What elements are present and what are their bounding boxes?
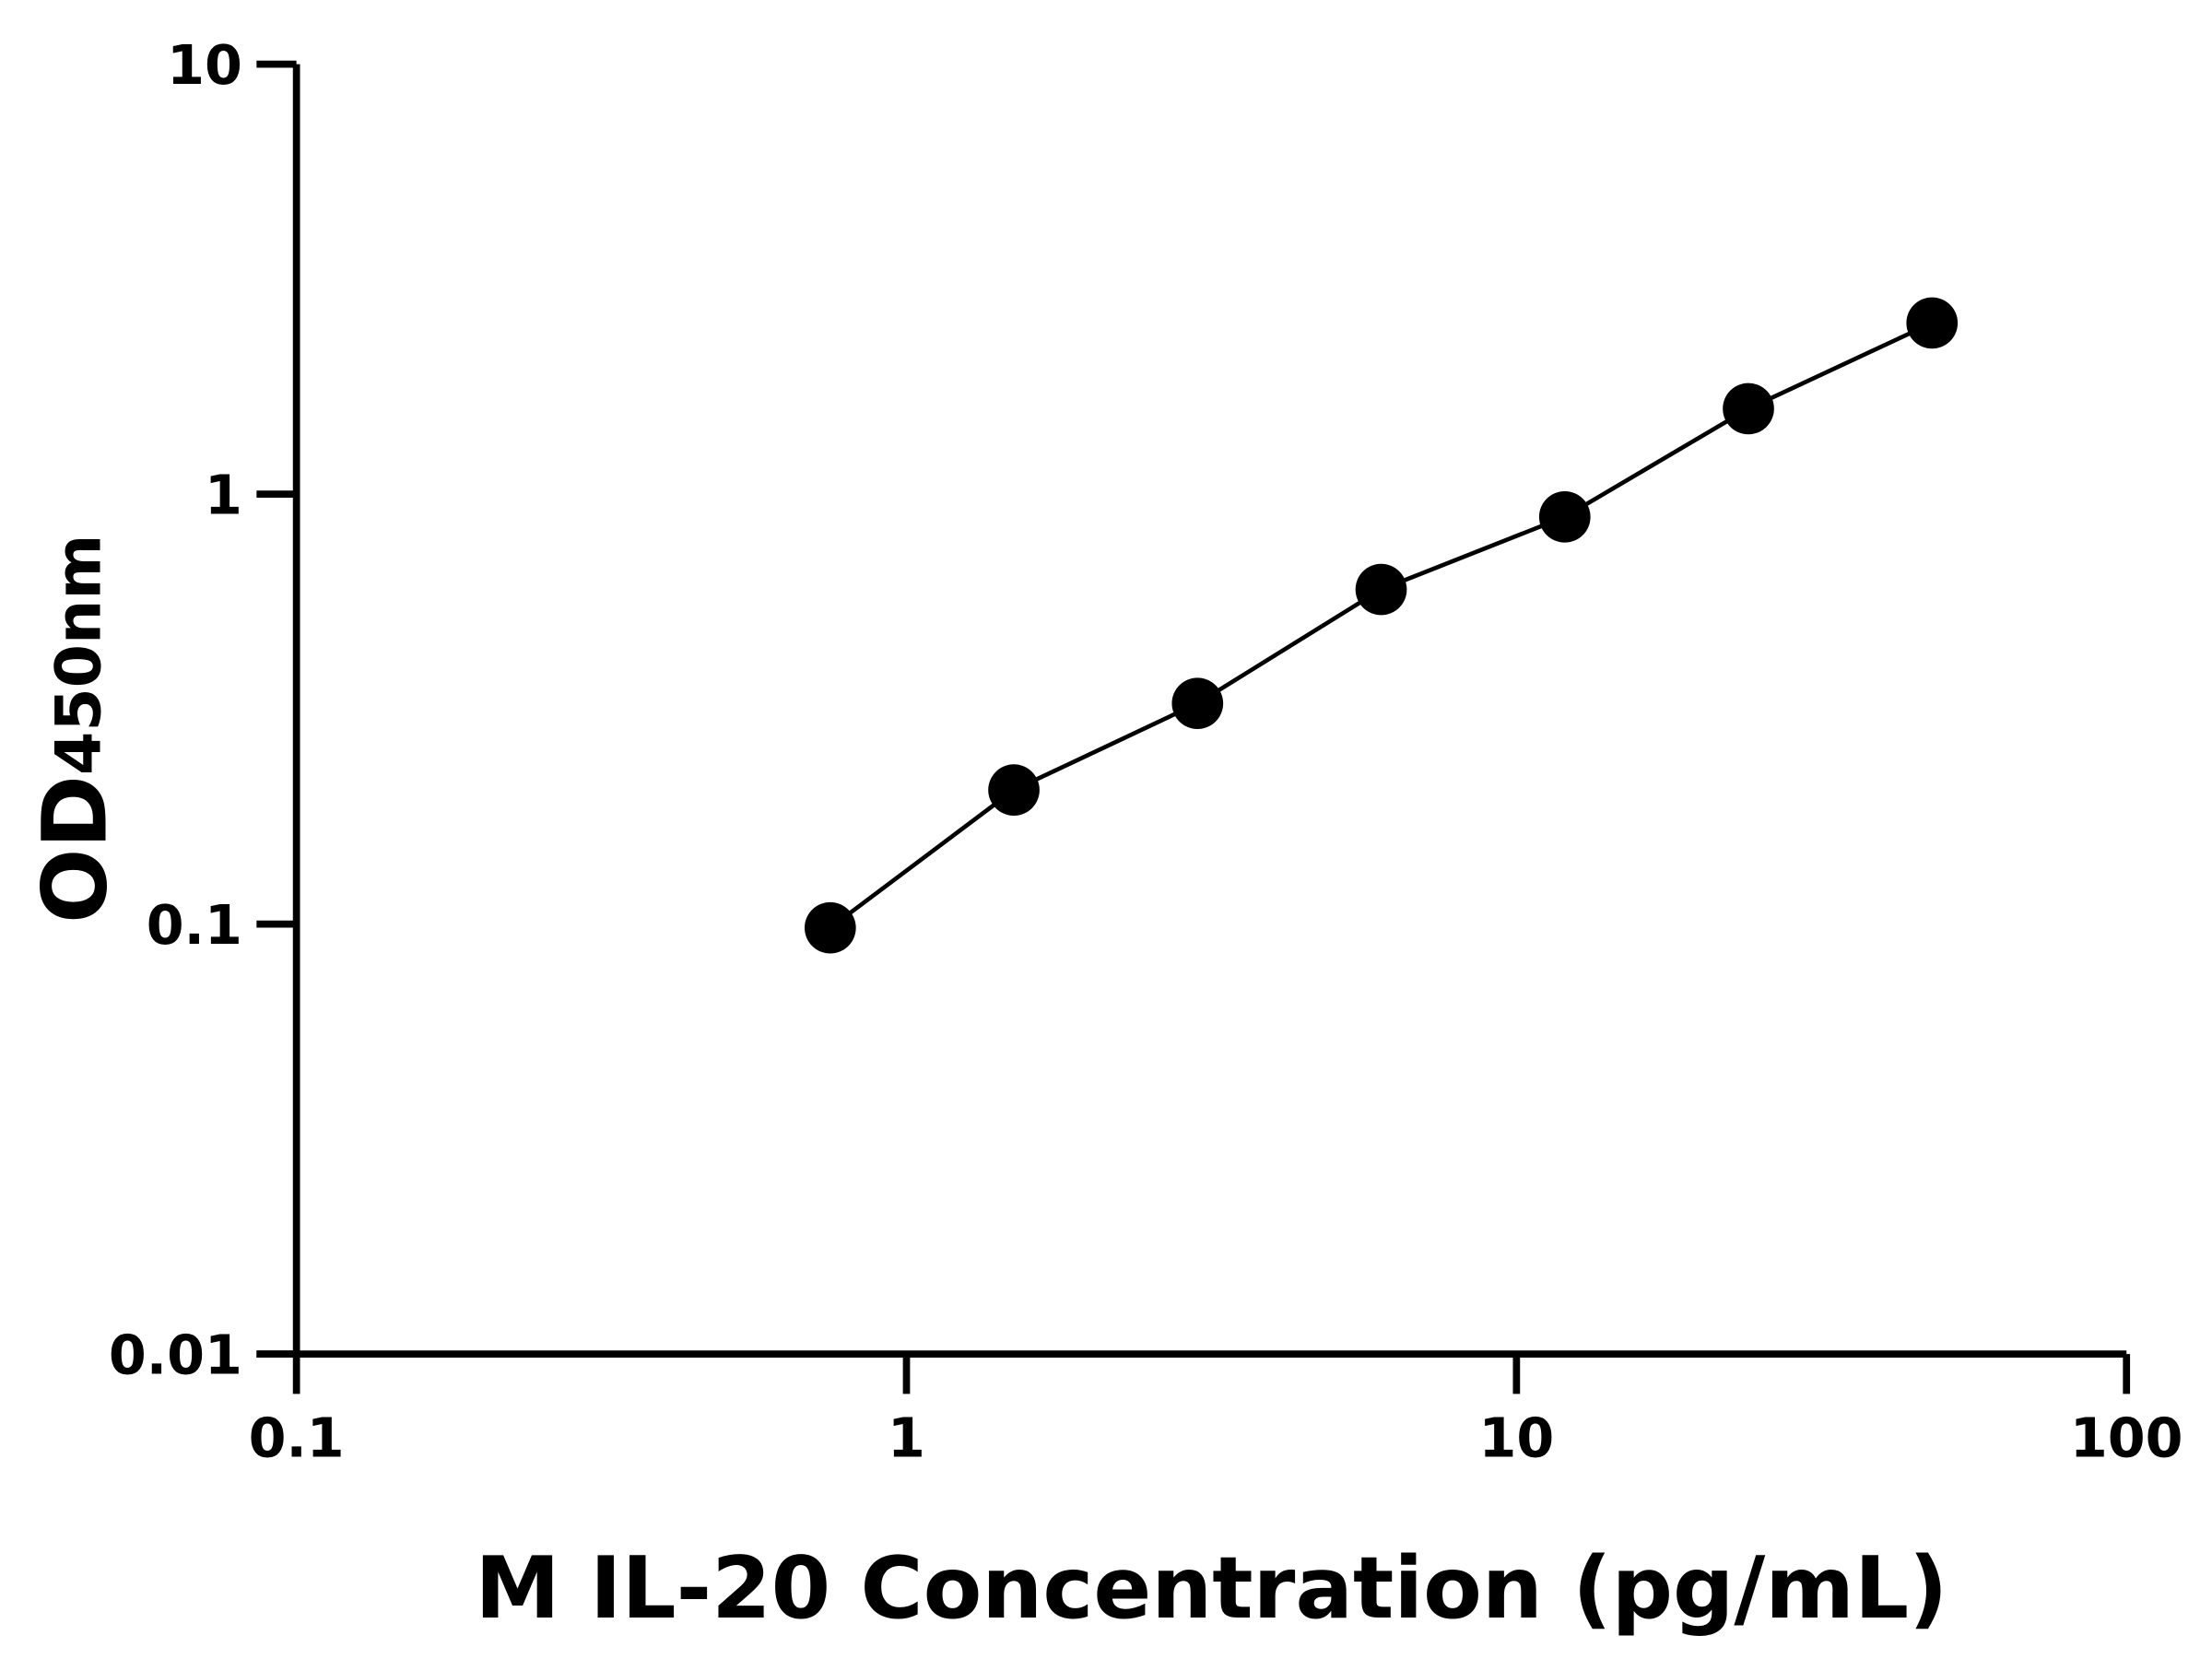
x-tick-label: 10 — [1478, 1406, 1554, 1469]
data-point — [1538, 490, 1591, 543]
data-point — [1723, 382, 1774, 435]
x-axis-label: M IL-20 Concentration (pg/mL) — [475, 1538, 1947, 1638]
x-tick-label: 1 — [888, 1406, 925, 1469]
y-axis-label-subscript: 450nm — [42, 535, 115, 775]
data-marks — [804, 297, 1959, 954]
y-tick-label: 0.01 — [109, 1324, 242, 1387]
data-point — [988, 764, 1040, 816]
y-tick-label: 0.1 — [147, 893, 242, 957]
data-point — [1906, 297, 1959, 349]
data-point — [1355, 563, 1407, 616]
y-axis-label-main: OD — [23, 775, 126, 924]
y-tick-label: 1 — [205, 464, 242, 527]
y-tick-label: 10 — [167, 33, 242, 97]
data-point — [1171, 677, 1224, 729]
y-axis-label: OD450nm — [23, 535, 126, 924]
x-tick-label: 100 — [2070, 1406, 2183, 1469]
x-tick-label: 0.1 — [249, 1406, 345, 1469]
data-point — [804, 901, 856, 954]
